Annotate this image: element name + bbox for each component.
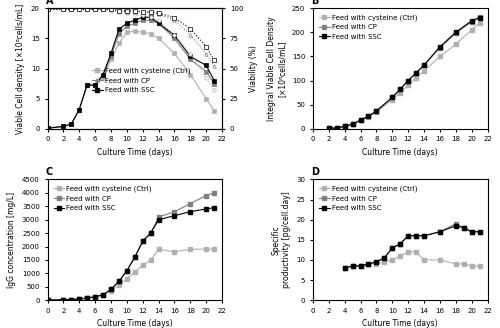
X-axis label: Culture Time (days): Culture Time (days) [362, 319, 438, 328]
Legend: Feed with cysteine (Ctrl), Feed with CP, Feed with SSC: Feed with cysteine (Ctrl), Feed with CP,… [316, 183, 420, 214]
X-axis label: Culture Time (days): Culture Time (days) [362, 148, 438, 157]
Text: C: C [46, 167, 53, 177]
Y-axis label: Viability (%): Viability (%) [249, 45, 258, 92]
Legend: Feed with cysteine (Ctrl), Feed with CP, Feed with SSC: Feed with cysteine (Ctrl), Feed with CP,… [316, 12, 420, 43]
Legend: Feed with cysteine (Ctrl), Feed with CP, Feed with SSC: Feed with cysteine (Ctrl), Feed with CP,… [90, 65, 193, 96]
Y-axis label: Integral Viable Cell Density
[×10⁶cells/mL]: Integral Viable Cell Density [×10⁶cells/… [267, 16, 286, 121]
Y-axis label: Specific
productivity [pg/cell.day]: Specific productivity [pg/cell.day] [272, 192, 290, 288]
X-axis label: Culture Time (days): Culture Time (days) [97, 319, 172, 328]
X-axis label: Culture Time (days): Culture Time (days) [97, 148, 172, 157]
Text: B: B [311, 0, 318, 6]
Text: D: D [311, 167, 319, 177]
Y-axis label: IgG concentration [mg/L]: IgG concentration [mg/L] [8, 192, 16, 288]
Y-axis label: Viable Cell density [×10⁶cells/mL]: Viable Cell density [×10⁶cells/mL] [16, 3, 26, 133]
Legend: Feed with cysteine (Ctrl), Feed with CP, Feed with SSC: Feed with cysteine (Ctrl), Feed with CP,… [51, 183, 154, 214]
Text: A: A [46, 0, 54, 6]
